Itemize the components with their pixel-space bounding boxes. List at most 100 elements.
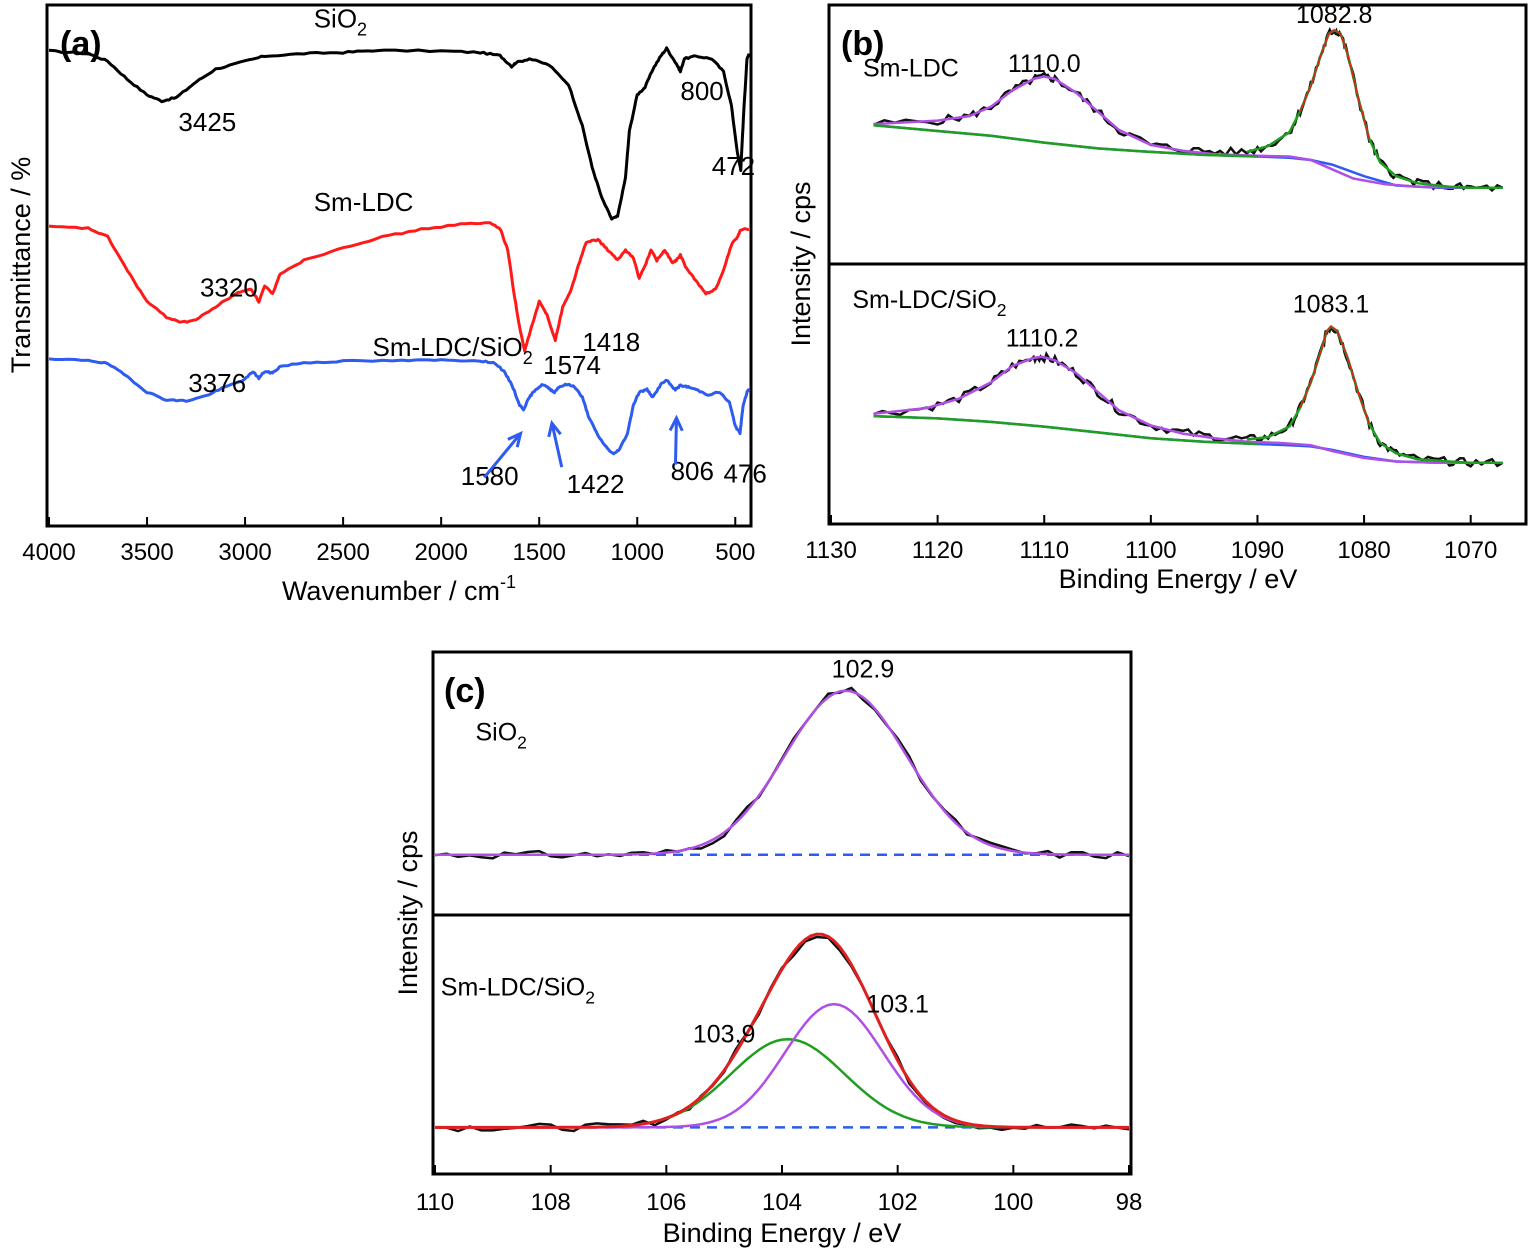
- panel-b-x-tick-label-1110: 1110: [1019, 537, 1069, 564]
- panel-a-series-label-0: SiO2: [314, 4, 367, 40]
- panel-b-fit-peak-1: [873, 355, 1503, 464]
- panel-b-raw-data-1: [873, 327, 1504, 468]
- panel-a-frame: [45, 3, 753, 528]
- panel-c-fit-sum-1: [435, 932, 1129, 1129]
- panel-c-y-axis-label: Intensity / cps: [393, 830, 423, 995]
- panel-c-raw-data-1: [434, 935, 1130, 1133]
- panel-b-fit-sum-1: [1299, 325, 1371, 425]
- panel-b-x-tick-label-1080: 1080: [1337, 537, 1390, 564]
- panel-b-letter: (b): [841, 25, 884, 63]
- panel-a-annotation-800: 800: [680, 76, 723, 106]
- panel-c-frame: [431, 650, 1133, 1176]
- panel-c-x-tick-label-106: 106: [646, 1189, 686, 1216]
- panel-b-content: Sm-LDC 1110.01082.8Sm-LDC/SiO21110.21083.…: [852, 1, 1504, 468]
- panel-a-x-tick-label-2000: 2000: [414, 539, 467, 566]
- panel-a-x-tick-label-500: 500: [715, 539, 755, 566]
- panel-a-series-label-2: Sm-LDC/SiO2: [373, 332, 533, 368]
- panel-a-series-label-sub: 2: [523, 348, 533, 368]
- panel-b-xps-sm: (b) Sm-LDC 1110.01082.8Sm-LDC/SiO21110.21…: [786, 1, 1528, 594]
- panel-a-annotation-1422: 1422: [567, 469, 625, 499]
- panel-b-fit-baseline-1: [873, 414, 1258, 446]
- panel-b-x-tick-label-1130: 1130: [805, 537, 857, 564]
- panel-a-series-label-main: SiO: [314, 4, 357, 34]
- panel-c-sample-label-0-main: SiO: [475, 718, 517, 746]
- panel-b-fit-sum-0: [1299, 29, 1371, 140]
- panel-a-x-axis-label: Wavenumber / cm-1: [282, 572, 516, 606]
- panel-c-component-0: [435, 1037, 1129, 1129]
- panel-a-x-tick-label-4000: 4000: [22, 539, 75, 566]
- panel-c-sample-label-0: SiO2: [475, 718, 526, 752]
- panel-a-x-tick-label-1500: 1500: [513, 539, 566, 566]
- panel-a-series-line-2: [48, 357, 751, 456]
- panel-a-x-tick-label-3500: 3500: [120, 539, 173, 566]
- panel-c-x-tick-label-108: 108: [531, 1189, 571, 1216]
- panel-a-x-ticks: 4000 3500 3000 2500 2000 1500 1000 500: [22, 517, 755, 566]
- panel-c-x-tick-label-98: 98: [1116, 1189, 1143, 1216]
- panel-c-peak-label-102.9: 102.9: [832, 656, 895, 684]
- panel-a-series: [48, 46, 751, 456]
- panel-c-sample-label-1-main: Sm-LDC/SiO: [441, 974, 585, 1002]
- panel-b-sample-label-1-sub: 2: [997, 300, 1007, 320]
- panel-c-x-tick-label-100: 100: [993, 1189, 1033, 1216]
- panel-a-arrowhead-0: [507, 430, 523, 448]
- panel-b-fit-peak-0: [873, 75, 1503, 190]
- panel-a-annotation-472: 472: [712, 151, 755, 181]
- panel-a-annotation-806: 806: [671, 456, 714, 486]
- panel-a-series-label-sub: 2: [357, 20, 367, 40]
- panel-c-sample-label-0-sub: 2: [517, 732, 527, 752]
- panel-c-component-1: [435, 1002, 1129, 1129]
- panel-a-series-label-main: Sm-LDC/SiO: [373, 332, 523, 362]
- panel-a-arrowhead-1: [547, 419, 562, 438]
- panel-b-raw-data-0: [873, 27, 1504, 193]
- panel-b-x-ticks: 1130 1120 1110 1100 1090 1080 1070: [805, 515, 1497, 564]
- panel-b-x-axis-label: Binding Energy / eV: [1059, 564, 1298, 594]
- panel-b-sample-label-1-main: Sm-LDC/SiO: [852, 286, 996, 314]
- panel-b-fit-baseline-0: [873, 123, 1258, 158]
- panel-c-x-tick-label-102: 102: [878, 1189, 918, 1216]
- panel-c-peak-label-103.1: 103.1: [866, 991, 929, 1019]
- panel-b-x-tick-label-1070: 1070: [1444, 537, 1497, 564]
- panel-a-series-label-1: Sm-LDC: [314, 187, 414, 217]
- panel-a-annotation-1580: 1580: [461, 461, 519, 491]
- panel-b-y-axis-label: Intensity / cps: [786, 181, 816, 346]
- panel-c-letter: (c): [444, 672, 486, 710]
- panel-b-x-tick-label-1100: 1100: [1125, 537, 1177, 564]
- panel-c-raw-data-0: [434, 686, 1130, 860]
- panel-a-series-label-main: Sm-LDC: [314, 187, 414, 217]
- panel-a-annotation-476: 476: [724, 459, 767, 489]
- panel-b-peak-label-1082.8: 1082.8: [1296, 1, 1372, 29]
- panel-a-series-line-0: [48, 46, 751, 221]
- panel-a-annotation-3425: 3425: [178, 107, 236, 137]
- panel-c-x-axis-label: Binding Energy / eV: [663, 1218, 902, 1248]
- panel-b-sample-label-0: Sm-LDC: [863, 55, 959, 83]
- panel-a-x-tick-label-2500: 2500: [316, 539, 369, 566]
- panel-a-annotation-3376: 3376: [188, 368, 246, 398]
- panel-a-x-tick-label-1000: 1000: [611, 539, 664, 566]
- panel-b-x-tick-label-1090: 1090: [1231, 537, 1284, 564]
- panel-a-annotation-3320: 3320: [200, 273, 258, 303]
- panel-a-series-line-1: [48, 221, 750, 353]
- panel-a-x-tick-label-3000: 3000: [218, 539, 271, 566]
- panel-c-sample-label-1: Sm-LDC/SiO2: [441, 974, 595, 1008]
- panel-b-peak-label-1110.2: 1110.2: [1006, 324, 1079, 352]
- panel-c-peak-label-103.9: 103.9: [693, 1020, 756, 1048]
- panel-a-arrowhead-2: [668, 414, 684, 432]
- panel-c-sample-label-1-sub: 2: [585, 988, 595, 1008]
- panel-a-arrows: [483, 414, 684, 479]
- panel-a-arrow-0: [483, 432, 522, 479]
- panel-a-annotation-1574: 1574: [543, 350, 601, 380]
- panel-c-x-ticks: 110 108 106 104 102 100 98: [416, 1165, 1142, 1216]
- panel-a-annotations: 3425 800 472 3320 1418 3376 1574 1580 1422 806 476: [178, 76, 766, 499]
- panel-a-arrow-1: [550, 422, 564, 468]
- panel-b-peak-label-1083.1: 1083.1: [1293, 291, 1369, 319]
- panel-c-x-tick-label-110: 110: [416, 1189, 454, 1216]
- panel-b-sample-label-0-main: Sm-LDC: [863, 55, 959, 83]
- panel-c-x-tick-label-104: 104: [762, 1189, 802, 1216]
- panel-b-x-tick-label-1120: 1120: [912, 537, 964, 564]
- panel-c-fit-peak-0: [435, 689, 1129, 856]
- panel-a-annotation-1418: 1418: [582, 327, 640, 357]
